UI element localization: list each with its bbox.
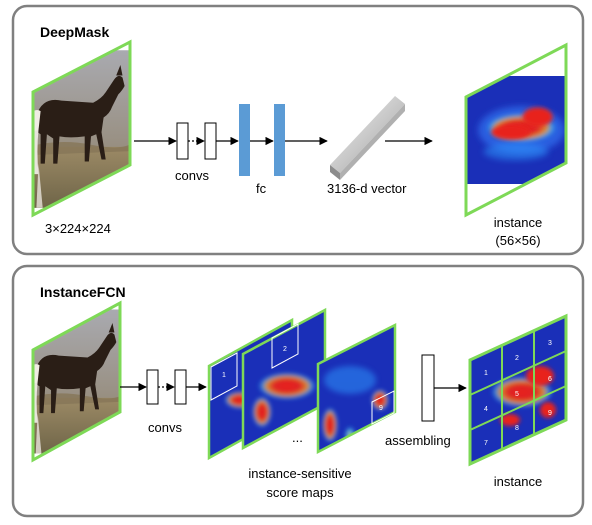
deepmask-output-size: (56×56)	[495, 233, 540, 248]
deepmask-input-size: 3×224×224	[45, 221, 111, 236]
grid-cell-8: 8	[515, 425, 519, 432]
grid-cell-1: 1	[484, 370, 488, 377]
assembling-label: assembling	[385, 433, 451, 448]
instancefcn-panel: InstanceFCN convs	[11, 264, 585, 518]
instancefcn-input-image	[31, 300, 122, 463]
deepmask-output-mask	[464, 42, 568, 218]
grid-cell-4: 4	[484, 406, 488, 413]
assembling-block	[421, 354, 435, 422]
score-maps-label-line1: instance-sensitive	[248, 466, 351, 481]
deepmask-vector-label: 3136-d vector	[327, 181, 407, 196]
vector-bar	[330, 96, 405, 180]
instancefcn-convs-label: convs	[148, 420, 182, 435]
deepmask-output-label: instance	[494, 215, 542, 230]
fc-layer-2	[274, 104, 285, 176]
grid-cell-7: 7	[484, 440, 488, 447]
score-maps-label-line2: score maps	[266, 485, 334, 500]
instancefcn-title: InstanceFCN	[40, 284, 126, 300]
conv-layer-2-1	[146, 369, 159, 405]
instancefcn-output-label: instance	[494, 474, 542, 489]
conv-layer-2-2	[174, 369, 187, 405]
grid-cell-6: 6	[548, 376, 552, 383]
deepmask-title: DeepMask	[40, 24, 109, 40]
instancefcn-output-mask: 1 2 3 4 5 6 7 8 9	[468, 313, 568, 467]
conv-layer-2	[204, 122, 217, 160]
grid-cell-5: 5	[515, 391, 519, 398]
grid-cell-9: 9	[548, 410, 552, 417]
score-map-1-number: 1	[222, 372, 226, 379]
deepmask-convs-label: convs	[175, 168, 209, 183]
fc-layer-1	[239, 104, 250, 176]
grid-cell-2: 2	[515, 355, 519, 362]
deepmask-panel: DeepMask 3×224×224 convs fc 3136-d vecto…	[11, 4, 585, 256]
deepmask-frame	[11, 4, 585, 256]
conv-layer-1	[176, 122, 189, 160]
grid-cell-3: 3	[548, 340, 552, 347]
instancefcn-frame	[11, 264, 585, 518]
deepmask-input-image	[31, 39, 132, 218]
score-maps-ellipsis: ...	[292, 430, 303, 445]
score-map-2-number: 2	[283, 346, 287, 353]
score-map-3-number: 9	[379, 405, 383, 412]
deepmask-fc-label: fc	[256, 181, 267, 196]
